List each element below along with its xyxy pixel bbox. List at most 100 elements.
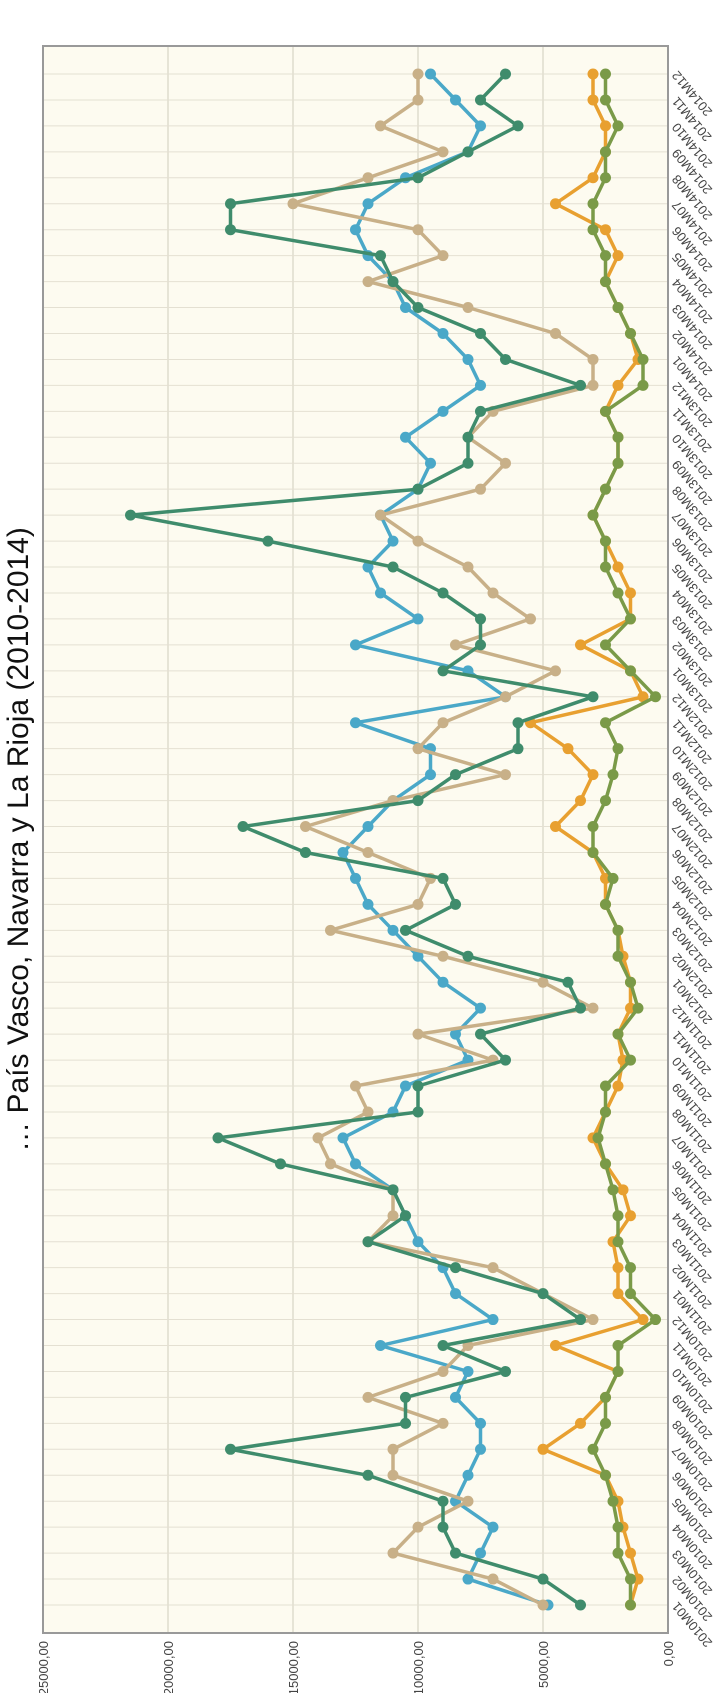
data-point	[437, 405, 449, 417]
data-point	[450, 639, 461, 651]
data-point	[412, 950, 424, 962]
data-point	[600, 276, 611, 288]
data-point	[325, 1158, 336, 1170]
data-point	[600, 483, 611, 495]
data-point	[587, 172, 599, 184]
data-point	[625, 1599, 636, 1611]
data-point	[575, 379, 586, 391]
data-point	[462, 1365, 474, 1377]
data-point	[562, 976, 574, 988]
data-point	[475, 94, 486, 106]
data-point	[512, 120, 524, 132]
data-point	[437, 587, 449, 599]
data-point	[575, 795, 586, 807]
data-point	[475, 379, 486, 391]
y-tick-label: 15000,00	[286, 1641, 301, 1693]
data-point	[612, 1028, 624, 1040]
data-point	[500, 691, 511, 703]
data-point	[437, 1495, 449, 1507]
data-point	[337, 1132, 349, 1144]
data-point	[387, 535, 399, 547]
data-point	[587, 509, 599, 521]
data-point	[462, 302, 474, 314]
data-point	[475, 613, 486, 625]
data-point	[412, 68, 424, 80]
data-point	[612, 561, 624, 573]
data-point	[587, 846, 599, 858]
data-point	[400, 1080, 411, 1092]
series-pais-vasco	[125, 68, 599, 1611]
data-point	[412, 795, 424, 807]
data-point	[337, 846, 349, 858]
y-tick-label: 10000,00	[411, 1641, 426, 1693]
data-point	[362, 276, 374, 288]
data-point	[500, 1365, 511, 1377]
data-point	[362, 846, 374, 858]
data-point	[500, 457, 511, 469]
data-point	[612, 1262, 624, 1274]
data-point	[525, 613, 536, 625]
data-point	[400, 1210, 411, 1222]
series-navarra-comunidad-foral-de	[287, 68, 599, 1611]
data-point	[600, 898, 611, 910]
data-point	[125, 509, 136, 521]
data-point	[637, 691, 649, 703]
data-point	[607, 769, 619, 781]
data-point	[450, 1547, 461, 1559]
data-point	[475, 1547, 486, 1559]
data-point	[575, 1002, 586, 1014]
data-point	[600, 795, 611, 807]
data-point	[362, 561, 374, 573]
data-point	[500, 68, 511, 80]
data-point	[387, 1547, 399, 1559]
data-point	[412, 743, 424, 755]
data-point	[462, 431, 474, 443]
data-point	[387, 276, 399, 288]
data-point	[350, 1158, 361, 1170]
data-point	[412, 94, 424, 106]
data-point	[607, 872, 619, 884]
data-point	[612, 1365, 624, 1377]
data-point	[612, 1236, 624, 1248]
data-point	[275, 1158, 286, 1170]
data-point	[350, 872, 361, 884]
data-point	[600, 561, 611, 573]
data-point	[587, 379, 599, 391]
data-point	[312, 1132, 324, 1144]
data-point	[450, 94, 461, 106]
data-point	[562, 743, 574, 755]
data-point	[625, 587, 636, 599]
data-point	[612, 379, 624, 391]
data-point	[487, 1262, 499, 1274]
data-point	[425, 68, 436, 80]
data-point	[600, 172, 611, 184]
data-point	[300, 846, 311, 858]
data-point	[412, 1028, 424, 1040]
data-point	[412, 535, 424, 547]
data-point	[462, 146, 474, 158]
data-point	[612, 250, 624, 262]
data-point	[437, 146, 449, 158]
data-point	[625, 1210, 636, 1222]
data-point	[625, 1288, 636, 1300]
data-point	[625, 613, 636, 625]
data-point	[612, 1521, 624, 1533]
data-point	[212, 1132, 224, 1144]
data-point	[362, 821, 374, 833]
data-point	[412, 302, 424, 314]
data-point	[600, 146, 611, 158]
data-point	[475, 327, 486, 339]
data-point	[487, 1573, 499, 1585]
data-point	[475, 1028, 486, 1040]
data-point	[612, 457, 624, 469]
data-point	[400, 431, 411, 443]
data-point	[362, 172, 374, 184]
data-point	[650, 1314, 661, 1326]
data-point	[375, 587, 386, 599]
plot-frame	[42, 45, 669, 1634]
data-point	[550, 1340, 561, 1352]
data-point	[587, 769, 599, 781]
data-point	[625, 1054, 636, 1066]
data-point	[350, 1080, 361, 1092]
